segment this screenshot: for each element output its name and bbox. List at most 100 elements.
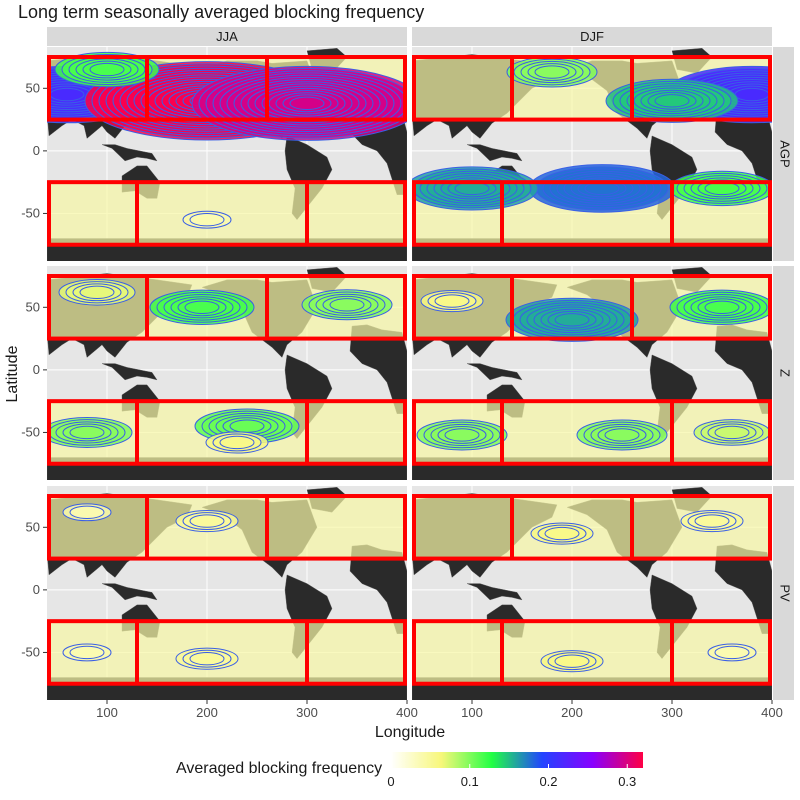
frequency-contour-line xyxy=(694,514,730,528)
frequency-contour-line xyxy=(82,60,132,79)
frequency-contour-line xyxy=(647,91,697,110)
sector-box-southern xyxy=(47,180,407,247)
frequency-contour-line xyxy=(240,81,374,126)
frequency-contour-line xyxy=(700,421,764,444)
frequency-contour-line xyxy=(412,166,539,211)
frequency-contour-line xyxy=(447,179,497,198)
frequency-contour-line xyxy=(189,514,225,528)
sector-box-northern xyxy=(412,494,772,561)
frequency-contour-line xyxy=(704,300,740,314)
frequency-contour-line xyxy=(542,168,662,209)
frequency-contour-fill xyxy=(412,166,538,211)
frequency-contour-line xyxy=(540,650,604,673)
frequency-contour-line xyxy=(590,423,654,447)
frequency-contour-line xyxy=(549,170,655,207)
landmass xyxy=(101,583,158,601)
facet-label-z: Z xyxy=(778,369,793,377)
frequency-contour-line xyxy=(680,509,744,533)
y-tick-label: -50 xyxy=(21,644,40,659)
x-tick-label: 200 xyxy=(196,705,218,720)
frequency-contour-line xyxy=(714,645,750,660)
frequency-contour-fill xyxy=(206,431,268,454)
frequency-contour-line xyxy=(537,524,587,543)
frequency-contour-line xyxy=(676,291,768,323)
frequency-contour-line xyxy=(554,654,590,668)
landmass xyxy=(466,144,523,162)
frequency-contour-line xyxy=(430,423,494,447)
frequency-contour-line xyxy=(69,645,105,660)
frequency-contour-line xyxy=(697,298,747,317)
frequency-contour-line xyxy=(212,72,402,135)
frequency-contour-line xyxy=(604,428,640,442)
frequency-contour-line xyxy=(308,291,386,319)
sector-box-northern xyxy=(412,274,772,341)
panel-pv-djf xyxy=(412,486,772,700)
frequency-contour-line xyxy=(62,643,112,662)
frequency-contour-line xyxy=(583,421,661,449)
frequency-contour-fill xyxy=(606,79,738,123)
x-tick-label: 300 xyxy=(296,705,318,720)
facet-label-agp: AGP xyxy=(778,140,793,167)
facet-label-djf: DJF xyxy=(580,29,604,44)
frequency-contour-line xyxy=(315,293,379,316)
frequency-contour-line xyxy=(505,297,639,342)
frequency-contour-fill xyxy=(421,290,483,312)
frequency-contour-line xyxy=(577,179,627,198)
frequency-contour-line xyxy=(182,649,232,668)
frequency-contour-line xyxy=(69,425,105,440)
landmass xyxy=(466,363,523,381)
frequency-contour-line xyxy=(170,296,234,319)
frequency-contour-line xyxy=(690,296,754,319)
facet-strip-row xyxy=(773,266,794,480)
frequency-contour-line xyxy=(205,431,269,454)
y-tick-label: 50 xyxy=(26,80,40,95)
panel-content xyxy=(412,486,772,700)
x-tick-label: 100 xyxy=(461,705,483,720)
colorbar-tick-label: 0.1 xyxy=(461,774,479,789)
x-tick-label: 400 xyxy=(761,705,783,720)
frequency-contour-line xyxy=(687,512,737,530)
sector-box-southern xyxy=(47,619,407,686)
frequency-contour-line xyxy=(226,76,388,130)
frequency-contour-line xyxy=(683,175,761,202)
frequency-contour-line xyxy=(47,416,133,448)
frequency-contour-line xyxy=(89,62,125,77)
frequency-contour-fill xyxy=(176,510,238,532)
facet-strip-column xyxy=(47,27,407,46)
frequency-contour-line xyxy=(189,652,225,666)
frequency-contour-line xyxy=(163,293,241,321)
frequency-contour-line xyxy=(544,526,580,541)
x-axis-label: Longitude xyxy=(375,724,445,741)
axes-layer: 50 0 -50 50 0 -50 50 0 -50 100 200 300 400 100 200 300 4… xyxy=(4,80,783,741)
landmass xyxy=(101,363,158,381)
colorbar-tick-label: 0.2 xyxy=(539,774,557,789)
frequency-contour-line xyxy=(54,51,160,88)
frequency-contour-line xyxy=(219,74,395,133)
frequency-contour-line xyxy=(247,83,367,124)
frequency-contour-fill xyxy=(150,290,254,325)
frequency-contour-line xyxy=(640,89,704,112)
frequency-contour-line xyxy=(434,294,470,308)
frequency-contour-fill xyxy=(541,650,603,672)
sector-box-northern xyxy=(412,55,772,122)
x-tick-label: 200 xyxy=(561,705,583,720)
frequency-contour-line xyxy=(427,292,477,310)
frequency-contour-line xyxy=(282,94,332,113)
panel-content xyxy=(412,47,772,261)
facet-strip-column xyxy=(412,27,772,46)
frequency-contour-line xyxy=(626,85,718,117)
frequency-contour-line xyxy=(182,512,232,530)
frequency-contour-line xyxy=(520,60,584,84)
frequency-contour-fill xyxy=(681,510,743,532)
frequency-contour-line xyxy=(65,281,129,304)
frequency-contour-line xyxy=(69,505,105,519)
frequency-contour-fill xyxy=(59,279,135,306)
frequency-contour-line xyxy=(55,421,119,444)
frequency-contour-line xyxy=(329,298,365,312)
frequency-contour-line xyxy=(198,68,407,139)
x-tick-label: 400 xyxy=(396,705,418,720)
frequency-contour-line xyxy=(62,503,112,522)
frequency-contour-fill xyxy=(670,290,772,325)
frequency-contour-fill xyxy=(670,171,772,206)
